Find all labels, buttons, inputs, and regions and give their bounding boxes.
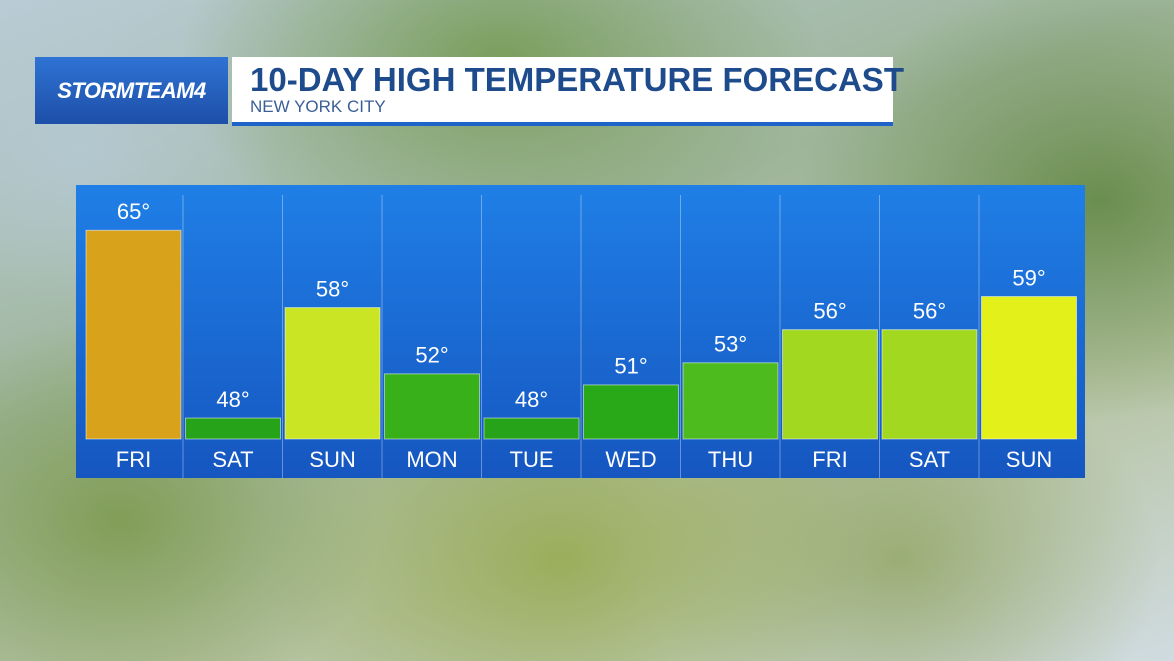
bar bbox=[682, 362, 779, 440]
value-label: 53° bbox=[714, 332, 747, 357]
value-label: 58° bbox=[316, 276, 349, 301]
x-tick-label: SUN bbox=[309, 447, 355, 472]
x-tick-label: FRI bbox=[812, 447, 847, 472]
bar bbox=[483, 417, 580, 440]
value-label: 65° bbox=[117, 199, 150, 224]
chart-title: 10-DAY HIGH TEMPERATURE FORECAST bbox=[250, 61, 904, 98]
x-tick-label: SAT bbox=[212, 447, 253, 472]
x-tick-label: FRI bbox=[116, 447, 151, 472]
value-label: 51° bbox=[614, 354, 647, 379]
x-tick-label: SAT bbox=[909, 447, 950, 472]
bar bbox=[284, 307, 381, 440]
value-label: 52° bbox=[415, 343, 448, 368]
bar bbox=[85, 229, 182, 440]
value-label: 56° bbox=[813, 298, 846, 323]
x-tick-label: SUN bbox=[1006, 447, 1052, 472]
chart-subtitle: NEW YORK CITY bbox=[250, 97, 386, 116]
bar bbox=[881, 329, 978, 440]
bar bbox=[185, 417, 281, 440]
value-label: 56° bbox=[913, 298, 946, 323]
logo: STORMTEAM4 bbox=[35, 57, 228, 124]
value-label: 48° bbox=[515, 387, 548, 412]
x-tick-label: THU bbox=[708, 447, 753, 472]
x-tick-label: TUE bbox=[510, 447, 554, 472]
value-label: 59° bbox=[1012, 265, 1045, 290]
bar bbox=[981, 296, 1077, 440]
x-tick-label: WED bbox=[605, 447, 656, 472]
bar bbox=[384, 373, 480, 440]
value-label: 48° bbox=[216, 387, 249, 412]
x-tick-label: MON bbox=[406, 447, 457, 472]
bar bbox=[782, 329, 878, 440]
header: 10-DAY HIGH TEMPERATURE FORECAST NEW YOR… bbox=[232, 57, 904, 126]
bar bbox=[583, 384, 679, 440]
